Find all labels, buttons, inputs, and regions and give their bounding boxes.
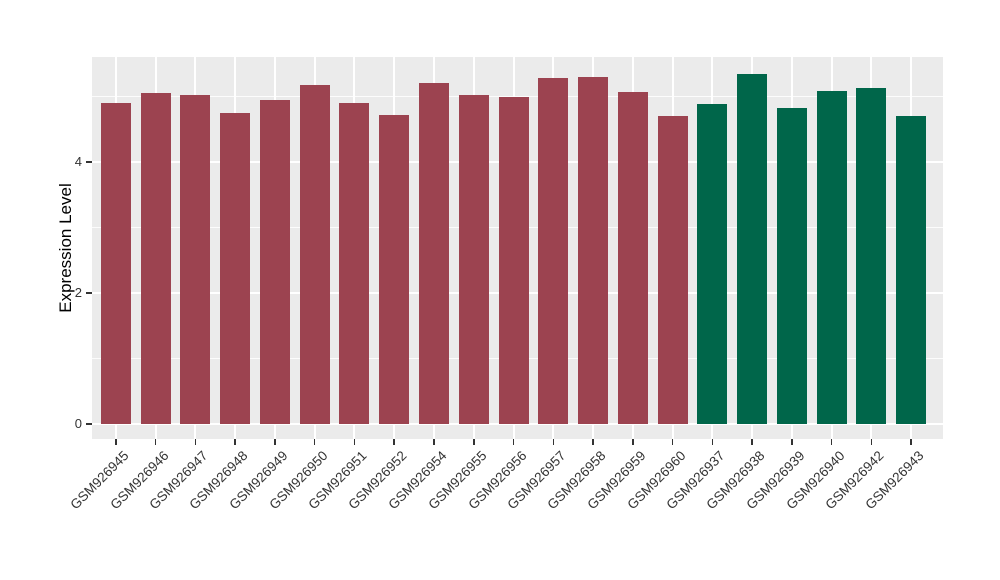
x-tick-GSM926960	[671, 439, 674, 445]
bar-GSM926951	[339, 103, 370, 424]
bar-GSM926958	[578, 76, 609, 424]
bar-GSM926948	[220, 112, 251, 424]
x-tick-GSM926939	[791, 439, 793, 445]
x-tick-GSM926954	[433, 439, 435, 445]
x-tick-GSM926937	[711, 439, 714, 445]
x-tick-GSM926956	[512, 439, 515, 445]
x-tick-GSM926942	[870, 439, 873, 445]
y-tick-0	[86, 423, 92, 425]
x-tick-GSM926945	[115, 439, 117, 445]
y-tick-label-2: 2	[74, 285, 82, 300]
x-tick-GSM926950	[313, 439, 316, 445]
plot-panel	[92, 57, 943, 439]
x-tick-GSM926943	[910, 439, 912, 445]
bar-GSM926939	[776, 108, 807, 424]
x-tick-GSM926949	[274, 439, 276, 445]
bar-GSM926955	[458, 94, 489, 424]
x-tick-GSM926948	[234, 439, 236, 445]
x-tick-GSM926958	[592, 439, 594, 445]
bar-GSM926950	[299, 84, 330, 424]
y-tick-label-4: 4	[74, 154, 82, 169]
gridline-major-y-0	[92, 423, 943, 425]
bar-GSM926942	[856, 88, 887, 424]
bar-GSM926946	[140, 92, 171, 424]
y-tick-2	[86, 292, 92, 294]
bar-GSM926937	[697, 103, 728, 424]
bar-GSM926940	[816, 91, 847, 424]
bar-GSM926954	[418, 82, 449, 424]
x-tick-GSM926946	[154, 439, 157, 445]
bar-GSM926957	[538, 78, 569, 424]
x-tick-GSM926952	[393, 439, 395, 445]
bar-GSM926959	[617, 91, 648, 424]
bar-GSM926947	[180, 95, 211, 424]
y-tick-4	[86, 161, 92, 163]
bar-GSM926945	[100, 103, 131, 424]
x-tick-GSM926957	[552, 439, 555, 445]
x-tick-GSM926959	[632, 439, 634, 445]
bar-GSM926956	[498, 97, 529, 424]
x-tick-GSM926938	[751, 439, 753, 445]
x-tick-GSM926947	[194, 439, 197, 445]
bar-GSM926960	[657, 116, 688, 424]
x-tick-GSM926940	[830, 439, 833, 445]
bar-GSM926943	[896, 115, 927, 424]
bar-GSM926952	[379, 114, 410, 424]
x-tick-GSM926955	[473, 439, 475, 445]
x-tick-GSM926951	[353, 439, 356, 445]
bar-GSM926949	[259, 100, 290, 424]
bar-GSM926938	[737, 74, 768, 424]
gridline-minor-y-5	[92, 96, 943, 97]
y-tick-label-0: 0	[74, 416, 82, 431]
